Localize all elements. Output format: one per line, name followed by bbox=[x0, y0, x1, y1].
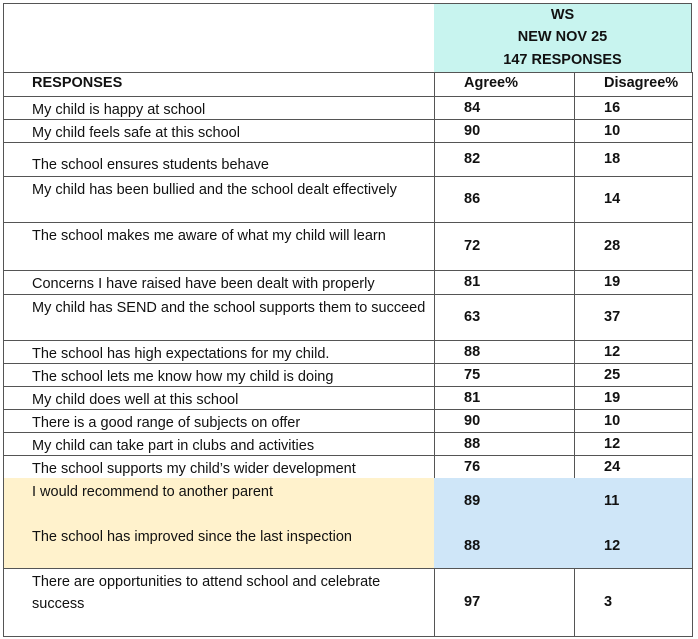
agree-value: 88 bbox=[434, 432, 575, 456]
response-text: Concerns I have raised have been dealt w… bbox=[3, 270, 435, 295]
period-header: NEW NOV 25 bbox=[434, 26, 692, 50]
disagree-value: 28 bbox=[574, 222, 693, 271]
disagree-value: 12 bbox=[574, 432, 693, 456]
disagree-value: 14 bbox=[574, 176, 693, 223]
response-text: There are opportunities to attend school… bbox=[3, 568, 435, 637]
response-text: The school makes me aware of what my chi… bbox=[3, 222, 435, 271]
response-text: My child feels safe at this school bbox=[3, 119, 435, 143]
column-header: Disagree% bbox=[574, 72, 693, 97]
disagree-value: 12 bbox=[574, 523, 693, 569]
disagree-value: 10 bbox=[574, 409, 693, 433]
response-text: The school lets me know how my child is … bbox=[3, 363, 435, 387]
response-text: My child does well at this school bbox=[3, 386, 435, 410]
response-text: The school has improved since the last i… bbox=[3, 523, 435, 569]
disagree-value: 16 bbox=[574, 96, 693, 120]
agree-value: 89 bbox=[434, 478, 575, 524]
column-header: RESPONSES bbox=[3, 72, 435, 97]
column-header: Agree% bbox=[434, 72, 575, 97]
response-text: My child can take part in clubs and acti… bbox=[3, 432, 435, 456]
agree-value: 63 bbox=[434, 294, 575, 341]
agree-value: 82 bbox=[434, 142, 575, 177]
response-text: The school ensures students behave bbox=[3, 142, 435, 177]
agree-value: 72 bbox=[434, 222, 575, 271]
disagree-value: 37 bbox=[574, 294, 693, 341]
blank-cell bbox=[3, 3, 435, 73]
agree-value: 90 bbox=[434, 409, 575, 433]
disagree-value: 18 bbox=[574, 142, 693, 177]
agree-value: 76 bbox=[434, 455, 575, 479]
agree-value: 86 bbox=[434, 176, 575, 223]
disagree-value: 19 bbox=[574, 270, 693, 295]
agree-value: 81 bbox=[434, 386, 575, 410]
agree-value: 81 bbox=[434, 270, 575, 295]
response-text: The school has high expectations for my … bbox=[3, 340, 435, 364]
group-header: WS bbox=[434, 3, 692, 27]
response-text: My child has SEND and the school support… bbox=[3, 294, 435, 341]
agree-value: 75 bbox=[434, 363, 575, 387]
disagree-value: 12 bbox=[574, 340, 693, 364]
response-text: My child has been bullied and the school… bbox=[3, 176, 435, 223]
response-text: There is a good range of subjects on off… bbox=[3, 409, 435, 433]
disagree-value: 11 bbox=[574, 478, 693, 524]
agree-value: 88 bbox=[434, 523, 575, 569]
response-text: I would recommend to another parent bbox=[3, 478, 435, 524]
disagree-value: 24 bbox=[574, 455, 693, 479]
agree-value: 84 bbox=[434, 96, 575, 120]
disagree-value: 3 bbox=[574, 568, 693, 637]
disagree-value: 25 bbox=[574, 363, 693, 387]
response-text: The school supports my child’s wider dev… bbox=[3, 455, 435, 479]
responses-header: 147 RESPONSES bbox=[434, 49, 692, 73]
disagree-value: 10 bbox=[574, 119, 693, 143]
disagree-value: 19 bbox=[574, 386, 693, 410]
agree-value: 90 bbox=[434, 119, 575, 143]
agree-value: 97 bbox=[434, 568, 575, 637]
response-text: My child is happy at school bbox=[3, 96, 435, 120]
agree-value: 88 bbox=[434, 340, 575, 364]
